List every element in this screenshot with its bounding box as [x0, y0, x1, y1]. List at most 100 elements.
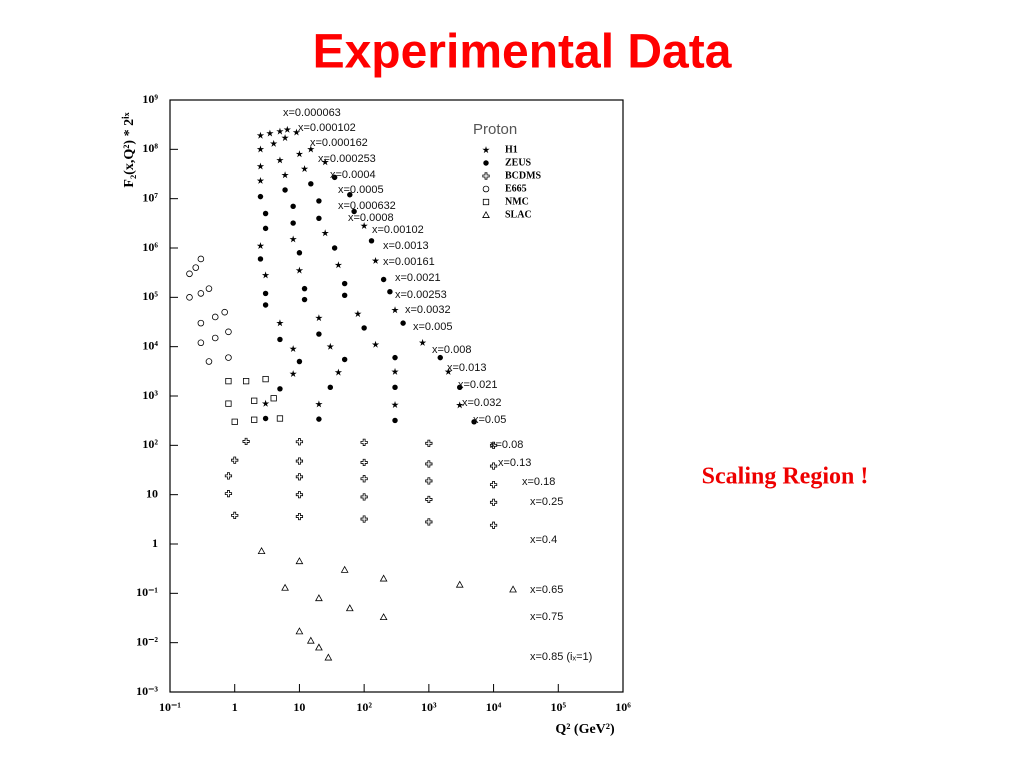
- data-point: [371, 256, 380, 264]
- data-point: [225, 378, 232, 385]
- data-point: [282, 187, 288, 193]
- data-point: [392, 384, 398, 391]
- legend-label: ZEUS: [505, 157, 532, 168]
- data-point: [261, 271, 270, 279]
- data-point: [324, 653, 333, 661]
- data-point: [290, 220, 296, 226]
- y-tick-label: 10⁸: [142, 141, 158, 155]
- data-point: [457, 384, 463, 391]
- data-point: [292, 128, 301, 136]
- data-point: [295, 491, 304, 499]
- plot-frame: [169, 99, 624, 693]
- data-point: [392, 354, 398, 361]
- data-point: [301, 285, 308, 292]
- x-tick-label: 10²: [356, 700, 372, 714]
- data-point: [295, 473, 304, 481]
- bin-label: x=0.000102: [298, 122, 356, 134]
- data-point: [296, 358, 303, 365]
- data-point: [281, 134, 289, 142]
- data-point: [307, 145, 315, 153]
- y-tick-label: 10⁻³: [136, 684, 158, 698]
- data-point: [211, 313, 219, 321]
- x-tick-label: 1: [232, 700, 238, 714]
- data-point: [224, 472, 233, 480]
- x-tick-label: 10: [293, 700, 305, 714]
- y-tick-label: 10⁵: [142, 289, 158, 303]
- data-point: [360, 458, 368, 467]
- data-point: [256, 242, 265, 250]
- data-point: [316, 198, 322, 204]
- data-point: [360, 222, 368, 230]
- y-axis-label: F₂(x,Q²) * 2ⁱˣ: [121, 111, 137, 187]
- bin-label: x=0.13: [498, 457, 531, 469]
- y-tick-label: 10⁻²: [136, 634, 158, 648]
- data-point: [331, 245, 338, 251]
- bin-label: x=0.85 (iₓ=1): [530, 651, 592, 663]
- data-point: [316, 215, 322, 222]
- data-point: [283, 125, 291, 133]
- legend-label: H1: [505, 144, 518, 155]
- data-point: [205, 358, 213, 365]
- y-tick-label: 10⁶: [142, 240, 158, 254]
- data-point: [509, 585, 517, 593]
- bin-label: x=0.021: [458, 379, 497, 391]
- data-point: [360, 475, 368, 483]
- data-point: [295, 557, 304, 565]
- data-point: [360, 515, 368, 523]
- data-point: [225, 328, 232, 336]
- bin-label: x=0.000253: [318, 153, 376, 165]
- data-point: [351, 208, 357, 215]
- bin-label: x=0.0021: [395, 272, 441, 284]
- legend-symbol: [482, 172, 490, 180]
- bin-label: x=0.08: [490, 439, 523, 451]
- data-point: [341, 356, 348, 363]
- data-point: [225, 400, 232, 407]
- legend-label: SLAC: [505, 209, 532, 220]
- data-point: [334, 368, 343, 376]
- data-point: [197, 339, 205, 347]
- data-point: [262, 210, 269, 217]
- legend-label: E665: [505, 183, 527, 194]
- bin-label: x=0.032: [462, 397, 501, 409]
- x-tick-label: 10⁵: [550, 700, 566, 714]
- data-point: [290, 203, 296, 210]
- legend-symbol: [482, 185, 490, 193]
- data-point: [295, 438, 304, 446]
- bin-label: x=0.0013: [383, 240, 429, 252]
- bin-label: x=0.000063: [283, 107, 341, 119]
- data-point: [251, 397, 258, 404]
- data-point: [360, 493, 368, 501]
- data-point: [295, 627, 304, 635]
- data-point: [256, 176, 265, 184]
- data-point: [489, 441, 498, 449]
- data-point: [242, 437, 250, 446]
- bin-label: x=0.05: [473, 414, 506, 426]
- data-point: [315, 314, 323, 322]
- x-tick-label: 10⁶: [615, 700, 631, 714]
- bin-label: x=0.00253: [395, 289, 447, 301]
- data-point: [391, 306, 399, 314]
- data-point: [347, 192, 353, 198]
- data-point: [379, 574, 388, 582]
- data-point: [331, 174, 338, 181]
- data-point: [262, 415, 269, 422]
- bin-label: x=0.18: [522, 476, 555, 488]
- legend-symbol: [482, 146, 490, 154]
- data-point: [256, 162, 265, 170]
- data-point: [301, 296, 308, 303]
- data-point: [425, 495, 433, 504]
- data-point: [425, 439, 433, 447]
- data-point: [205, 285, 213, 292]
- data-point: [321, 158, 329, 166]
- data-point: [341, 292, 348, 299]
- slide-title: Experimental Data: [313, 26, 732, 79]
- data-point: [295, 150, 304, 158]
- data-point: [257, 256, 264, 262]
- bin-label: x=0.00102: [372, 224, 424, 236]
- data-point: [354, 310, 362, 318]
- data-point: [326, 342, 334, 350]
- data-point: [315, 594, 323, 602]
- data-point: [334, 261, 343, 269]
